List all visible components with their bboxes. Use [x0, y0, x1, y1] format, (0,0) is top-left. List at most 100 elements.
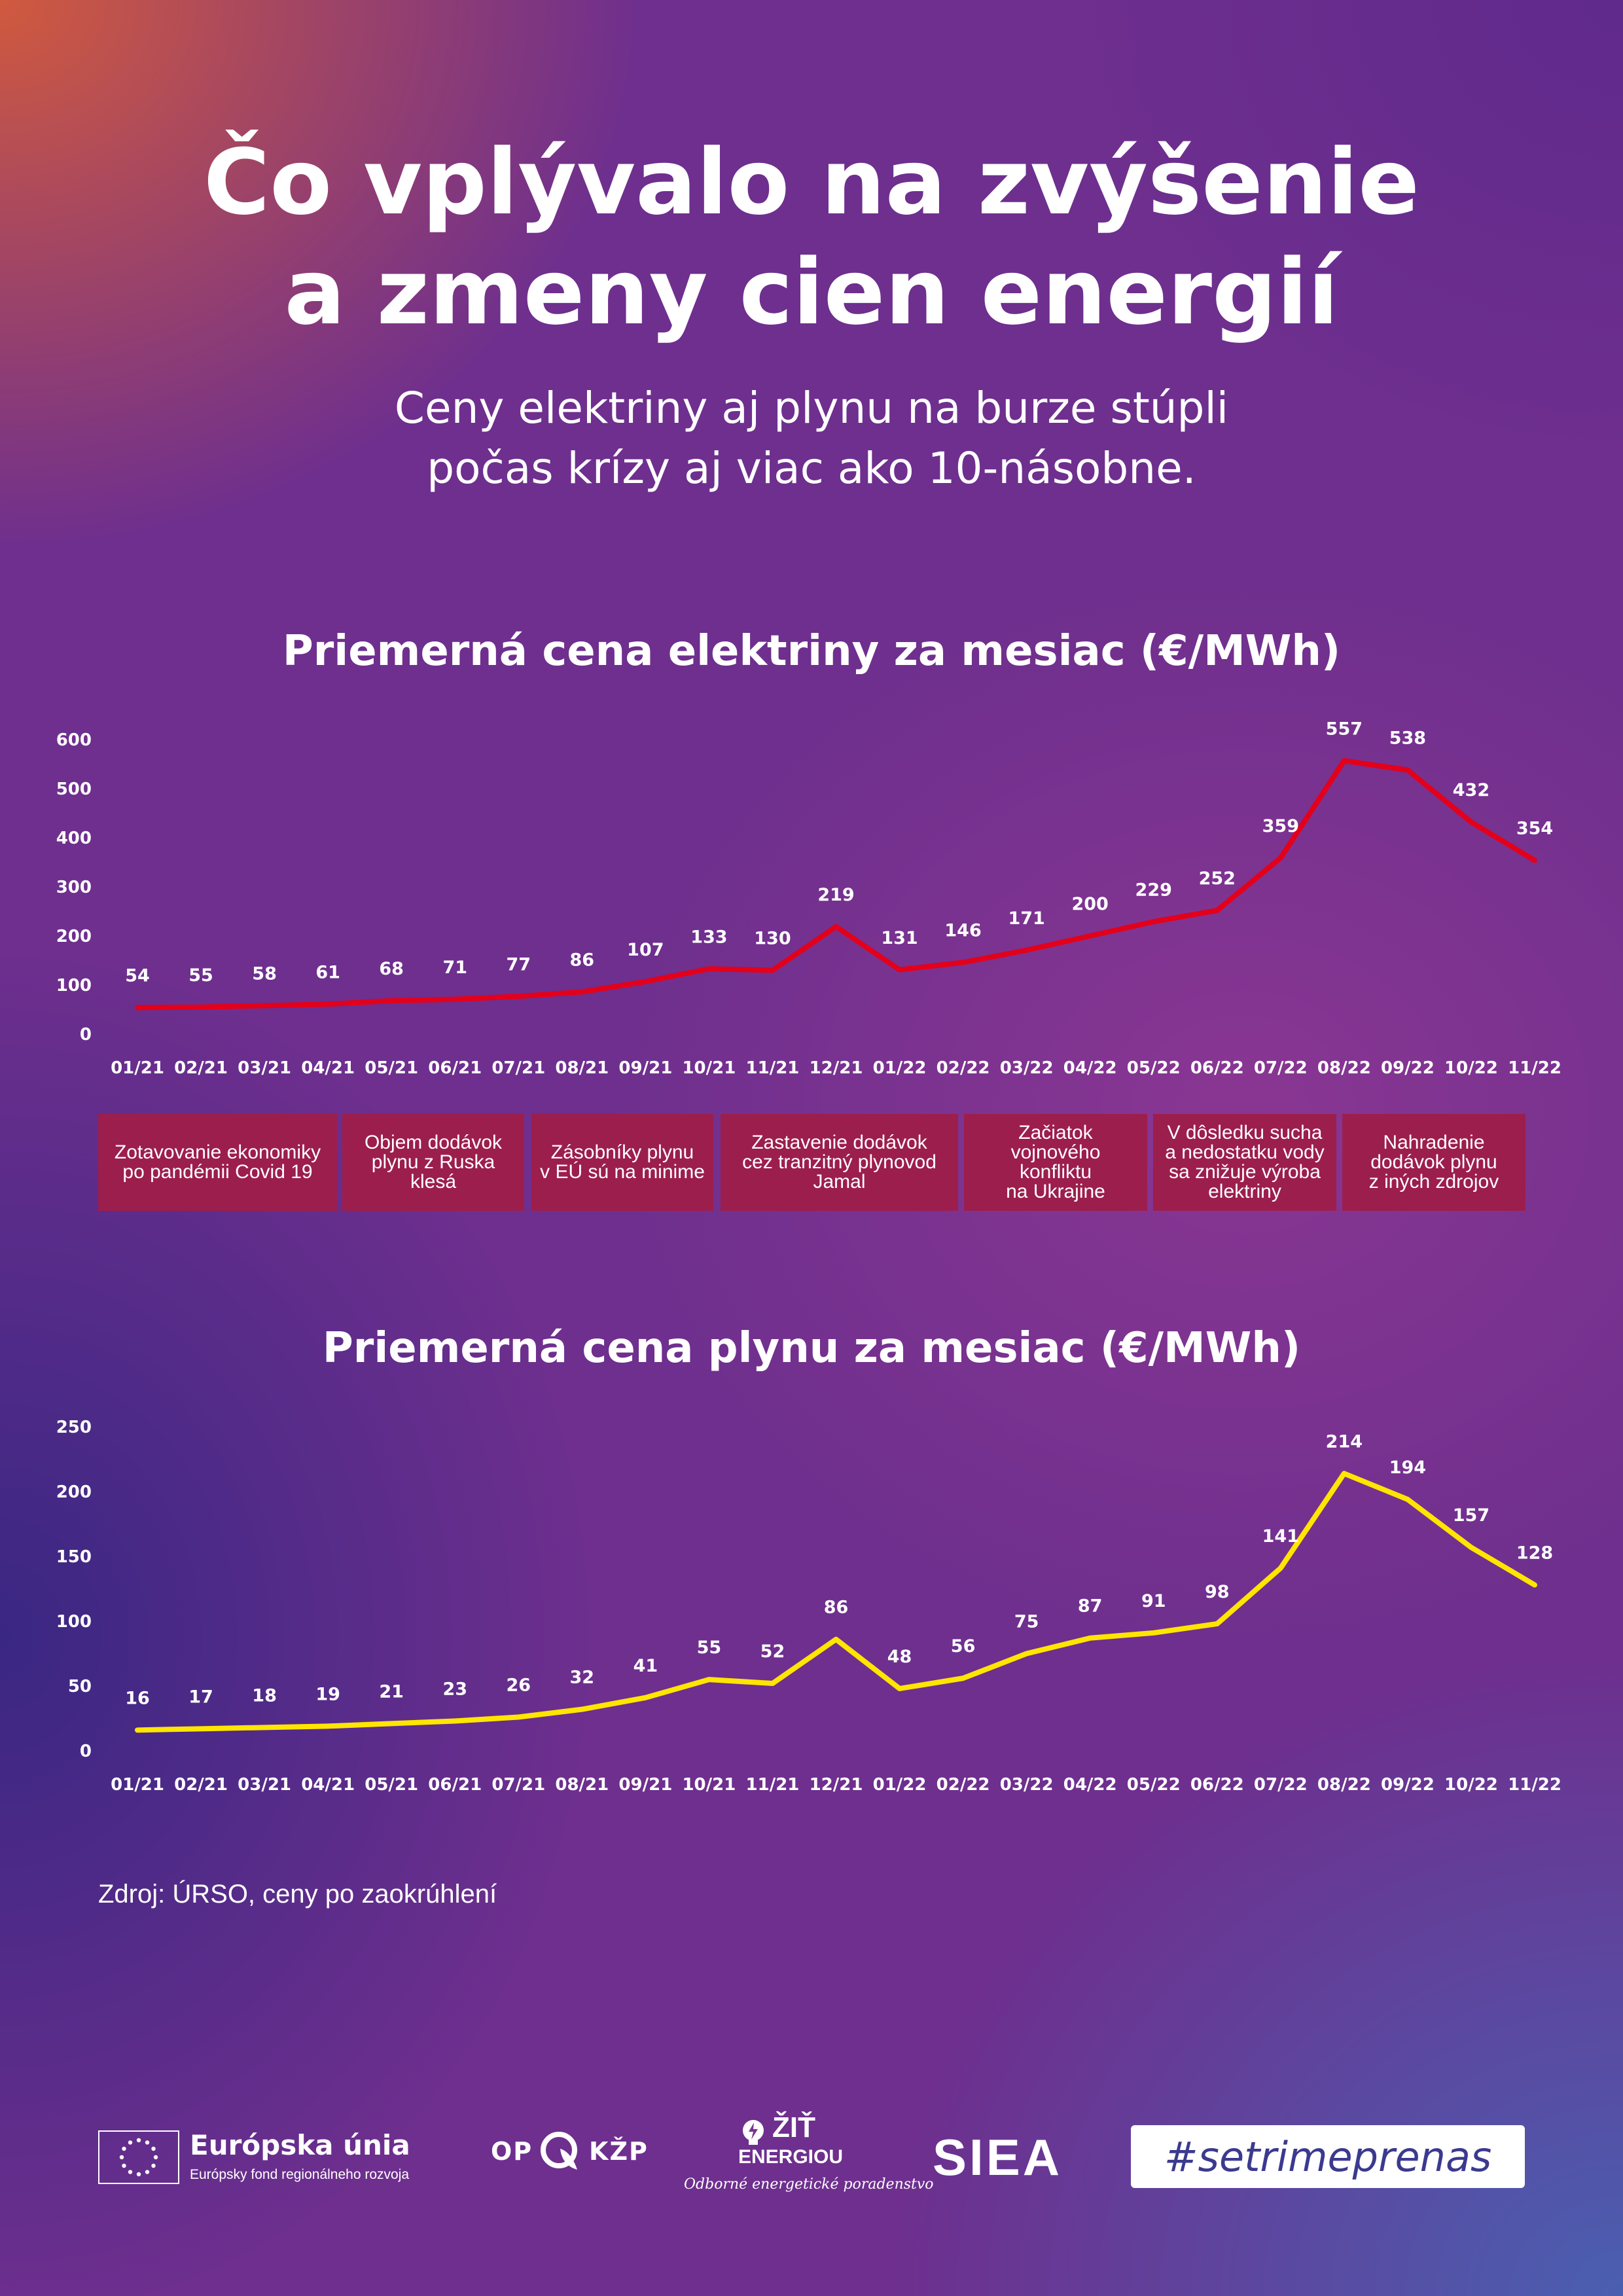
x-tick-label: 08/21	[555, 1775, 609, 1795]
eu-star-icon	[119, 2155, 124, 2160]
data-label: 130	[754, 929, 791, 949]
footer-logos: Európska únia Európsky fond regionálneho…	[0, 2111, 1623, 2202]
data-label: 55	[188, 965, 213, 986]
y-tick-label: 250	[56, 1418, 92, 1437]
x-tick-label: 09/21	[618, 1058, 672, 1078]
x-tick-label: 12/21	[810, 1058, 863, 1078]
x-tick-label: 09/22	[1381, 1775, 1435, 1795]
x-tick-label: 01/21	[111, 1058, 164, 1078]
data-label: 16	[125, 1688, 150, 1708]
eu-star-icon	[151, 2146, 156, 2151]
data-label: 71	[442, 958, 467, 978]
event-box: Zásobníky plynu v EÚ sú na minime	[531, 1114, 713, 1211]
x-tick-label: 01/22	[873, 1058, 927, 1078]
x-tick-label: 07/22	[1254, 1058, 1308, 1078]
y-tick-label: 0	[80, 1742, 92, 1761]
data-label: 252	[1199, 869, 1236, 889]
data-label: 23	[442, 1679, 467, 1699]
data-label: 214	[1326, 1431, 1363, 1452]
event-box: V dôsledku sucha a nedostatku vody sa zn…	[1153, 1114, 1336, 1211]
x-tick-label: 05/21	[365, 1775, 418, 1795]
x-tick-label: 10/21	[682, 1775, 736, 1795]
x-tick-label: 07/22	[1254, 1775, 1308, 1795]
source-note: Zdroj: ÚRSO, ceny po zaokrúhlení	[98, 1880, 497, 1909]
eu-star-icon	[145, 2170, 150, 2174]
data-label: 48	[887, 1647, 912, 1667]
x-tick-label: 01/22	[873, 1775, 927, 1795]
zit-energiou-bulb-icon	[743, 2120, 764, 2145]
data-label: 98	[1205, 1582, 1230, 1602]
eu-star-icon	[136, 2172, 141, 2177]
eu-logo-subtitle: Európsky fond regionálneho rozvoja	[190, 2167, 410, 2182]
zit-logo-line-1: ŽIŤ	[772, 2111, 815, 2144]
data-label: 58	[252, 964, 277, 984]
y-tick-label: 100	[56, 976, 92, 996]
eu-star-icon	[153, 2155, 158, 2160]
x-tick-label: 06/22	[1190, 1775, 1244, 1795]
data-label: 219	[817, 885, 854, 905]
x-tick-label: 10/21	[682, 1058, 736, 1078]
data-label: 128	[1516, 1543, 1553, 1564]
x-tick-label: 02/22	[936, 1775, 990, 1795]
subtitle-line-2: počas krízy aj viac ako 10-násobne.	[427, 443, 1196, 493]
hashtag-badge: #setrimeprenas	[1131, 2125, 1525, 2188]
price-line	[135, 758, 1537, 1011]
x-tick-label: 05/21	[365, 1058, 418, 1078]
x-tick-label: 09/22	[1381, 1058, 1435, 1078]
page-subtitle: Ceny elektriny aj plynu na burze stúpli …	[0, 378, 1623, 499]
x-tick-label: 03/21	[238, 1058, 291, 1078]
x-tick-label: 08/22	[1317, 1775, 1371, 1795]
x-tick-label: 06/21	[428, 1058, 482, 1078]
y-tick-label: 0	[80, 1025, 92, 1045]
eu-star-icon	[128, 2170, 133, 2174]
y-tick-label: 600	[56, 730, 92, 750]
eu-flag-icon	[98, 2130, 179, 2184]
x-tick-label: 03/22	[1000, 1775, 1054, 1795]
eu-star-icon	[122, 2163, 126, 2168]
data-label: 56	[951, 1636, 976, 1657]
event-box: Objem dodávok plynu z Ruska klesá	[342, 1114, 524, 1211]
x-tick-label: 04/22	[1063, 1058, 1117, 1078]
data-label: 133	[690, 927, 727, 947]
y-tick-label: 500	[56, 780, 92, 799]
data-label: 61	[315, 962, 340, 982]
data-label: 91	[1141, 1591, 1166, 1611]
eu-star-icon	[128, 2140, 133, 2145]
event-box: Zotavovanie ekonomiky po pandémii Covid …	[98, 1114, 337, 1211]
data-label: 538	[1389, 728, 1426, 749]
y-tick-label: 300	[56, 878, 92, 897]
electricity-price-chart: 0 100 200 300 400 500 600 01/21 02/21 03/21 04/21 0…	[56, 719, 1561, 1078]
x-tick-label: 11/22	[1508, 1058, 1561, 1078]
x-tick-label: 11/22	[1508, 1775, 1561, 1795]
gas-chart-title: Priemerná cena plynu za mesiac (€/MWh)	[322, 1324, 1301, 1372]
data-label: 55	[697, 1638, 722, 1658]
data-label: 354	[1516, 819, 1553, 839]
data-label: 75	[1014, 1612, 1039, 1632]
x-tick-label: 11/21	[746, 1775, 800, 1795]
x-tick-label: 05/22	[1127, 1775, 1181, 1795]
page-title: Čo vplývalo na zvýšenie a zmeny cien ene…	[0, 128, 1623, 348]
y-tick-label: 400	[56, 829, 92, 848]
title-line-2: a zmeny cien energií	[284, 240, 1339, 345]
y-tick-label: 150	[56, 1547, 92, 1567]
electricity-chart-title: Priemerná cena elektriny za mesiac (€/MW…	[282, 627, 1341, 675]
data-label: 86	[570, 950, 595, 971]
zit-logo-subtitle: Odborné energetické poradenstvo	[684, 2176, 934, 2193]
data-label: 146	[944, 921, 981, 941]
op-logo-right: KŽP	[589, 2137, 649, 2166]
x-tick-label: 05/22	[1127, 1058, 1181, 1078]
op-logo-left: OP	[491, 2137, 533, 2166]
eu-logo-name: Európska únia	[190, 2129, 410, 2161]
data-label: 131	[881, 928, 918, 948]
data-label: 41	[633, 1656, 658, 1676]
x-tick-label: 08/21	[555, 1058, 609, 1078]
x-tick-label: 11/21	[746, 1058, 800, 1078]
subtitle-line-1: Ceny elektriny aj plynu na burze stúpli	[394, 383, 1229, 433]
data-label: 18	[252, 1685, 277, 1706]
x-tick-label: 09/21	[618, 1775, 672, 1795]
data-label: 200	[1071, 894, 1108, 914]
eu-star-icon	[145, 2140, 150, 2145]
x-tick-label: 03/22	[1000, 1058, 1054, 1078]
data-label: 157	[1453, 1505, 1489, 1526]
title-line-1: Čo vplývalo na zvýšenie	[204, 130, 1419, 235]
